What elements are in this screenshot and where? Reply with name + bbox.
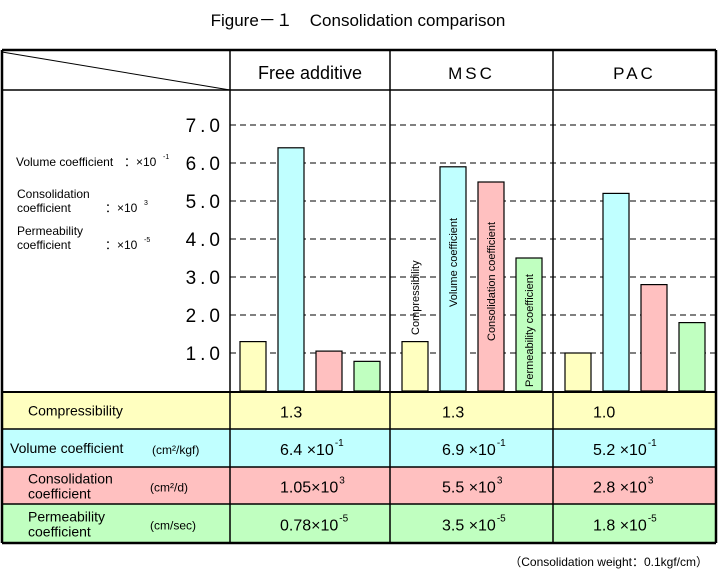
row-label-line1: Permeability <box>28 509 105 525</box>
y-tick-label: 7.0 <box>186 116 224 137</box>
bar-compressibility-1 <box>401 341 429 392</box>
bar-label: Compressibility <box>410 260 422 335</box>
table-cell-value: 1.05×10 <box>280 480 338 497</box>
bar-permeability-1 <box>515 257 543 392</box>
footer-note: （Consolidation weight：0.1kgf/cm） <box>509 555 708 569</box>
y-tick-label: 4.0 <box>186 230 224 251</box>
note-permeability-label2: coefficient <box>17 238 71 252</box>
note-permeability-scale: ：×10 <box>105 238 138 252</box>
row-label-line1: Consolidation <box>28 471 113 487</box>
y-tick-label: 1.0 <box>186 344 224 365</box>
row-label-line2: coefficient <box>28 524 91 540</box>
table-cell-value: 3.5 ×10 <box>442 518 496 535</box>
note-volume-scale: ：×10 <box>124 155 157 169</box>
bar-consolidation-2 <box>640 284 668 392</box>
bar-volume-0 <box>277 147 305 392</box>
table-cell-value: 6.9 ×10 <box>442 442 496 459</box>
note-volume-exp: -1 <box>163 154 169 161</box>
table-cell-exponent: -1 <box>335 438 344 449</box>
table-cell-exponent: 3 <box>339 476 345 487</box>
y-tick-label: 6.0 <box>186 154 224 175</box>
table-row-bg <box>2 392 716 429</box>
column-header: Free additive <box>258 63 362 83</box>
note-consolidation-label2: coefficient <box>17 201 71 215</box>
table-row-bg <box>2 467 716 504</box>
column-header: MSC <box>448 64 495 83</box>
row-unit: (cm²/kgf) <box>152 443 199 457</box>
table-cell-exponent: -1 <box>497 438 506 449</box>
note-permeability-label1: Permeability <box>17 224 83 238</box>
bar-label: Consolidation coefficient <box>486 222 498 341</box>
table-row-bg <box>2 504 716 543</box>
table-cell-value: 5.5 ×10 <box>442 480 496 497</box>
bar-volume-1 <box>439 166 467 392</box>
table-cell-value: 1.8 ×10 <box>593 518 647 535</box>
row-unit: (cm/sec) <box>150 519 196 533</box>
bar-permeability-0 <box>353 360 381 392</box>
note-consolidation-scale: ：×10 <box>105 201 138 215</box>
note-volume-label: Volume coefficient <box>16 155 114 169</box>
table-cell-exponent: -5 <box>339 514 348 525</box>
row-label-line2: coefficient <box>28 486 91 502</box>
header-diagonal <box>1 51 231 91</box>
bar-volume-2 <box>602 192 630 392</box>
bar-compressibility-2 <box>564 352 592 392</box>
y-tick-label: 3.0 <box>186 268 224 289</box>
bar-consolidation-1 <box>477 181 505 392</box>
row-unit: (cm²/d) <box>150 481 188 495</box>
table-cell-exponent: 3 <box>497 476 503 487</box>
bar-label: Volume coefficient <box>448 218 460 307</box>
table-cell-value: 2.8 ×10 <box>593 480 647 497</box>
table-cell-exponent: -5 <box>497 514 506 525</box>
table-row-bg <box>2 429 716 467</box>
table-cell-value: 6.4 ×10 <box>280 442 334 459</box>
bar-consolidation-0 <box>315 350 343 392</box>
table-cell-value: 1.3 <box>280 405 302 422</box>
bar-permeability-2 <box>678 322 706 392</box>
note-consolidation-exp: 3 <box>144 200 148 207</box>
bar-compressibility-0 <box>239 341 267 392</box>
bar-label: Permeability coefficient <box>524 274 536 387</box>
note-consolidation-label1: Consolidation <box>17 187 90 201</box>
y-tick-label: 5.0 <box>186 192 224 213</box>
table-cell-exponent: 3 <box>648 476 654 487</box>
figure-title: Figure－１ Consolidation comparison <box>211 11 506 30</box>
row-label: Volume coefficient <box>10 440 123 456</box>
table-cell-value: 1.3 <box>442 405 464 422</box>
table-cell-value: 5.2 ×10 <box>593 442 647 459</box>
table-cell-value: 0.78×10 <box>280 518 338 535</box>
note-permeability-exp: -5 <box>144 237 150 244</box>
row-label: Compressibility <box>28 403 123 419</box>
column-header: PAC <box>613 64 656 83</box>
table-cell-exponent: -5 <box>648 514 657 525</box>
y-tick-label: 2.0 <box>186 306 224 327</box>
table-cell-exponent: -1 <box>648 438 657 449</box>
table-cell-value: 1.0 <box>593 405 615 422</box>
